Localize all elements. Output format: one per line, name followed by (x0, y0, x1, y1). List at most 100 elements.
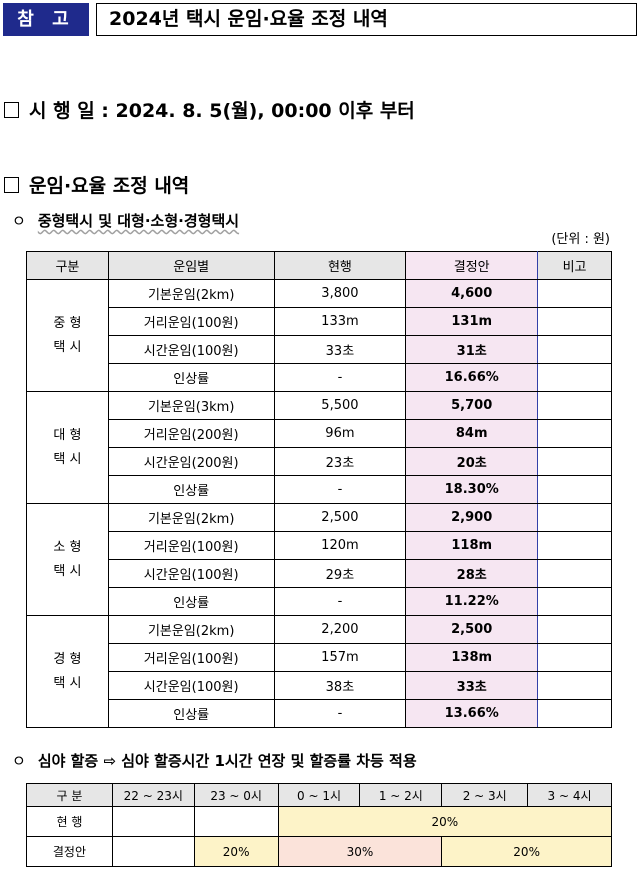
decision-value-cell: 131m (405, 307, 539, 336)
reference-tag: 참 고 (3, 3, 89, 36)
decision-value-cell: 13.66% (405, 699, 539, 728)
fare-item-cell: 기본운임(2km) (107, 615, 275, 644)
fare-table-header: 구분 운임별 현행 결정안 비고 (26, 251, 612, 280)
night-table-header: 구 분 22 ~ 23시 23 ~ 0시 0 ~ 1시 1 ~ 2시 2 ~ 3… (26, 783, 612, 807)
section-effective-date: 시 행 일 : 2024. 8. 5(월), 00:00 이후 부터 (4, 96, 415, 123)
remarks-cell (537, 699, 612, 728)
night-decision-rate-2: 30% (277, 836, 443, 867)
night-decision-label: 결정안 (26, 836, 113, 867)
taxi-category-label: 대 형 (53, 427, 82, 443)
remarks-cell (537, 503, 612, 532)
effective-date-text: 시 행 일 : 2024. 8. 5(월), 00:00 이후 부터 (29, 100, 415, 122)
decision-value-cell: 84m (405, 419, 539, 448)
header-category: 구분 (26, 251, 109, 280)
remarks-cell (537, 671, 612, 700)
table-row: 거리운임(100원) 120m 118m (27, 531, 612, 560)
table-row: 거리운임(100원) 157m 138m (27, 643, 612, 672)
decision-value-cell: 5,700 (405, 391, 539, 420)
night-current-empty (111, 806, 195, 837)
fare-item-cell: 인상률 (107, 475, 275, 504)
table-row: 시간운임(100원) 29초 28초 (27, 559, 612, 588)
current-value-cell: - (273, 699, 407, 728)
remarks-cell (537, 279, 612, 308)
current-value-cell: - (273, 587, 407, 616)
decision-value-cell: 11.22% (405, 587, 539, 616)
header-decision: 결정안 (405, 251, 539, 280)
fare-item-cell: 기본운임(3km) (107, 391, 275, 420)
current-value-cell: - (273, 363, 407, 392)
fare-adjustment-heading: 운임·요율 조정 내역 (29, 175, 190, 197)
fare-item-cell: 시간운임(100원) (107, 671, 275, 700)
table-row: 인상률 -13.66% (27, 699, 612, 728)
fare-item-cell: 인상률 (107, 587, 275, 616)
checkbox-square-icon (4, 177, 19, 193)
current-value-cell: 3,800 (273, 279, 407, 308)
decision-value-cell: 16.66% (405, 363, 539, 392)
fare-item-cell: 기본운임(2km) (107, 279, 275, 308)
taxi-category-label: 택 시 (53, 339, 82, 355)
current-value-cell: 2,500 (273, 503, 407, 532)
subsection-taxi-types: ㅇ 중형택시 및 대형·소형·경형택시 (12, 210, 239, 231)
decision-value-cell: 138m (405, 643, 539, 672)
night-row-current: 현 행 20% (26, 806, 613, 837)
current-value-cell: 33초 (273, 335, 407, 364)
table-row: 시간운임(100원) 33초 31초 (27, 335, 612, 364)
decision-value-cell: 18.30% (405, 475, 539, 504)
table-row: 인상률 -16.66% (27, 363, 612, 392)
current-value-cell: 2,200 (273, 615, 407, 644)
remarks-cell (537, 391, 612, 420)
taxi-category-label: 소 형 (53, 539, 82, 555)
fare-item-cell: 거리운임(100원) (107, 643, 275, 672)
header-current: 현행 (273, 251, 407, 280)
taxi-category-label: 택 시 (53, 563, 82, 579)
decision-value-cell: 20초 (405, 447, 539, 476)
taxi-category-label: 중 형 (53, 315, 82, 331)
bullet-circle-icon: ㅇ (12, 212, 26, 230)
current-value-cell: - (273, 475, 407, 504)
table-row: 시간운임(200원) 23초 20초 (27, 447, 612, 476)
remarks-cell (537, 587, 612, 616)
fare-item-cell: 인상률 (107, 699, 275, 728)
fare-item-cell: 거리운임(200원) (107, 419, 275, 448)
table-row: 인상률 -18.30% (27, 475, 612, 504)
decision-value-cell: 4,600 (405, 279, 539, 308)
remarks-cell (537, 643, 612, 672)
header-remarks: 비고 (537, 251, 612, 280)
fare-item-cell: 시간운임(200원) (107, 447, 275, 476)
decision-value-cell: 31초 (405, 335, 539, 364)
current-value-cell: 29초 (273, 559, 407, 588)
taxi-category-label: 택 시 (53, 451, 82, 467)
subsection-night-surcharge: ㅇ 심야 할증 ⇨ 심야 할증시간 1시간 연장 및 할증률 차등 적용 (12, 750, 417, 771)
remarks-cell (537, 447, 612, 476)
fare-item-cell: 거리운임(100원) (107, 307, 275, 336)
current-value-cell: 23초 (273, 447, 407, 476)
decision-value-cell: 28초 (405, 559, 539, 588)
current-value-cell: 38초 (273, 671, 407, 700)
taxi-category-label: 택 시 (53, 675, 82, 691)
decision-value-cell: 33초 (405, 671, 539, 700)
fare-item-cell: 거리운임(100원) (107, 531, 275, 560)
bullet-circle-icon: ㅇ (12, 752, 26, 770)
night-header-category: 구 분 (26, 783, 113, 807)
fare-item-cell: 시간운임(100원) (107, 335, 275, 364)
night-header-3-4: 3 ~ 4시 (527, 783, 612, 807)
remarks-cell (537, 531, 612, 560)
night-surcharge-table: 구 분 22 ~ 23시 23 ~ 0시 0 ~ 1시 1 ~ 2시 2 ~ 3… (26, 783, 613, 867)
remarks-cell (537, 307, 612, 336)
fare-item-cell: 기본운임(2km) (107, 503, 275, 532)
night-row-decision: 결정안 20% 30% 20% (26, 836, 612, 867)
night-header-23-0: 23 ~ 0시 (193, 783, 279, 807)
night-header-0-1: 0 ~ 1시 (277, 783, 361, 807)
decision-value-cell: 2,500 (405, 615, 539, 644)
night-decision-rate-1: 20% (193, 836, 279, 867)
night-surcharge-text: 심야 할증 ⇨ 심야 할증시간 1시간 연장 및 할증률 차등 적용 (37, 752, 417, 770)
night-decision-rate-3: 20% (441, 836, 612, 867)
night-current-label: 현 행 (26, 806, 113, 837)
